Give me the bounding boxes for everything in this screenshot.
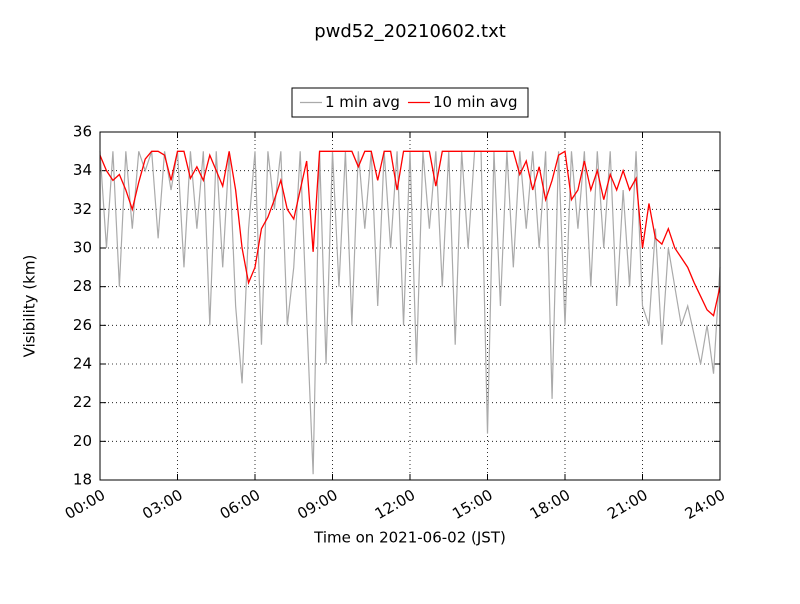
y-tick-label: 34: [73, 161, 92, 179]
series-line: [99, 150, 721, 317]
x-tick-label: 15:00: [449, 486, 495, 523]
x-axis-label: Time on 2021-06-02 (JST): [313, 529, 506, 547]
y-axis-label: Visibility (km): [21, 255, 39, 358]
x-tick-label: 12:00: [372, 486, 418, 523]
y-tick-label: 36: [73, 123, 92, 141]
y-tick-label: 22: [73, 393, 92, 411]
y-tick-label: 20: [73, 432, 92, 450]
legend-label: 10 min avg: [433, 93, 518, 111]
y-tick-label: 18: [73, 471, 92, 489]
x-tick-label: 03:00: [139, 486, 185, 523]
x-tick-label: 06:00: [217, 486, 263, 523]
x-tick-label: 00:00: [62, 486, 108, 523]
chart-title: pwd52_20210602.txt: [314, 21, 506, 42]
y-tick-label: 24: [73, 355, 92, 373]
x-tick-label: 09:00: [294, 486, 340, 523]
plot-frame: [99, 131, 721, 481]
y-tick-label: 26: [73, 316, 92, 334]
y-tick-label: 30: [73, 239, 92, 257]
x-tick-label: 21:00: [604, 486, 650, 523]
legend-label: 1 min avg: [325, 93, 400, 111]
x-tick-label: 18:00: [527, 486, 573, 523]
y-tick-label: 32: [73, 200, 92, 218]
x-tick-label: 24:00: [682, 486, 728, 523]
y-tick-label: 28: [73, 277, 92, 295]
